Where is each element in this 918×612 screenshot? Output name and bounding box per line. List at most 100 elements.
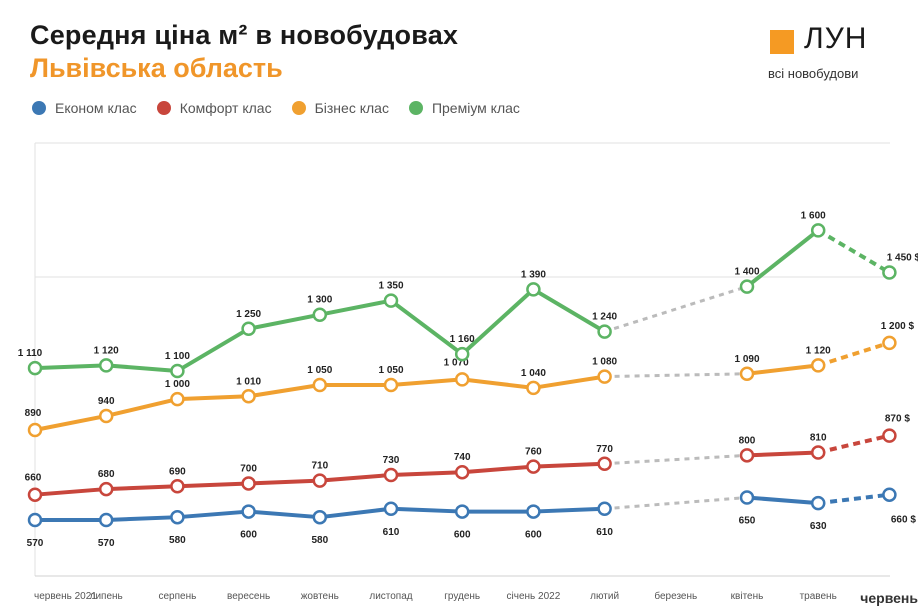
logo-square-icon xyxy=(770,30,794,54)
data-point-business xyxy=(27,422,43,438)
data-point-premium xyxy=(241,321,256,337)
data-label-premium: 1 110 xyxy=(18,348,43,359)
data-point-premium xyxy=(810,223,826,238)
data-label-comfort: 730 xyxy=(383,455,400,466)
data-point-business xyxy=(810,358,826,373)
data-label-economy: 600 xyxy=(240,530,257,541)
data-point-business xyxy=(241,389,256,404)
data-point-premium xyxy=(526,282,541,297)
data-point-economy xyxy=(98,512,114,528)
legend-label-business: Бізнес клас xyxy=(314,100,389,116)
data-label-premium: 1 240 xyxy=(592,312,617,323)
data-point-business xyxy=(882,335,897,351)
data-label-premium: 1 450 $ xyxy=(887,253,918,264)
data-point-economy xyxy=(241,504,256,519)
legend-dot-economy xyxy=(32,101,46,115)
data-point-comfort xyxy=(882,428,897,443)
chart-title: Середня ціна м² в новобудовах xyxy=(30,20,459,50)
legend: Економ клас Комфорт клас Бізнес клас Пре… xyxy=(32,100,540,116)
data-point-premium xyxy=(882,265,897,280)
data-point-premium xyxy=(170,363,185,379)
data-label-economy: 610 xyxy=(383,527,400,538)
data-label-premium: 1 350 xyxy=(378,281,403,292)
data-point-premium xyxy=(739,279,755,294)
series-forecast-economy xyxy=(817,492,890,506)
data-label-premium: 1 390 xyxy=(521,269,546,280)
data-label-business: 1 040 xyxy=(521,368,546,379)
data-point-economy xyxy=(312,509,328,525)
data-point-business xyxy=(597,369,612,384)
data-label-premium: 1 400 xyxy=(734,267,759,278)
series-line-business-spring xyxy=(745,363,821,376)
data-label-comfort: 760 xyxy=(525,447,542,458)
data-label-economy: 580 xyxy=(169,535,186,546)
logo-tagline: всі новобудови xyxy=(768,66,859,81)
series-line-premium-spring xyxy=(745,228,821,289)
lun-logo: ЛУН всі новобудови xyxy=(768,22,880,86)
data-label-comfort: 800 xyxy=(739,435,756,446)
series-line-economy-spring xyxy=(745,495,821,506)
data-point-business xyxy=(98,408,114,424)
data-point-business xyxy=(170,391,185,407)
data-label-comfort: 810 xyxy=(810,433,827,444)
x-tick-label: жовтень xyxy=(301,591,339,602)
legend-item-business: Бізнес клас xyxy=(291,100,389,116)
series-line-comfort-spring xyxy=(745,450,821,458)
data-point-comfort xyxy=(526,459,541,474)
chart-subtitle: Львівська область xyxy=(30,53,283,83)
data-label-economy: 660 $ xyxy=(891,515,916,526)
data-label-comfort: 710 xyxy=(311,461,328,472)
data-point-comfort xyxy=(98,481,114,497)
data-label-business: 1 000 xyxy=(165,379,190,390)
data-point-comfort xyxy=(597,456,612,472)
series-forecast-comfort xyxy=(817,433,890,455)
series-gap-comfort xyxy=(604,453,748,466)
data-point-comfort xyxy=(739,448,755,463)
x-tick-label: вересень xyxy=(227,591,270,602)
data-label-premium: 1 100 xyxy=(165,351,190,362)
legend-label-premium: Преміум клас xyxy=(431,100,520,116)
data-label-comfort: 740 xyxy=(454,452,471,463)
data-label-premium: 1 160 xyxy=(450,334,475,345)
x-tick-label: серпень xyxy=(158,591,196,602)
data-point-comfort xyxy=(810,445,826,460)
data-label-business: 1 050 xyxy=(378,365,403,376)
data-point-economy xyxy=(454,504,470,519)
data-label-economy: 630 xyxy=(810,521,827,532)
data-label-business: 940 xyxy=(98,396,115,407)
data-label-economy: 600 xyxy=(454,530,471,541)
data-point-economy xyxy=(383,501,399,517)
data-point-business xyxy=(383,377,399,393)
x-tick-label: квітень xyxy=(731,591,764,602)
data-point-economy xyxy=(739,490,755,505)
data-point-economy xyxy=(882,487,897,502)
data-label-economy: 580 xyxy=(311,535,328,546)
data-point-economy xyxy=(810,495,826,511)
data-point-premium xyxy=(98,358,114,373)
x-tick-label: травень xyxy=(800,591,837,602)
x-tick-label: січень 2022 xyxy=(507,591,561,602)
data-label-business: 1 120 xyxy=(806,345,831,356)
data-point-business xyxy=(526,380,541,396)
data-point-business xyxy=(454,372,470,387)
x-tick-label: липень xyxy=(90,591,123,602)
data-label-business: 1 010 xyxy=(236,376,261,387)
data-label-comfort: 690 xyxy=(169,466,186,477)
data-label-business: 1 080 xyxy=(592,357,617,368)
data-label-economy: 570 xyxy=(98,538,115,549)
x-tick-label: червень xyxy=(860,590,918,606)
legend-dot-business xyxy=(291,101,306,115)
data-label-comfort: 660 xyxy=(25,473,42,484)
x-tick-label: червень 2021 xyxy=(34,591,97,602)
x-tick-label: березень xyxy=(654,590,697,602)
data-point-economy xyxy=(27,512,43,528)
data-point-economy xyxy=(170,509,185,525)
x-tick-label: грудень xyxy=(444,591,480,602)
logo-name: ЛУН xyxy=(804,22,868,55)
data-label-economy: 610 xyxy=(596,527,613,538)
data-point-comfort xyxy=(312,473,328,488)
data-point-business xyxy=(312,377,328,393)
data-label-comfort: 770 xyxy=(596,444,613,455)
data-label-comfort: 700 xyxy=(240,463,257,474)
